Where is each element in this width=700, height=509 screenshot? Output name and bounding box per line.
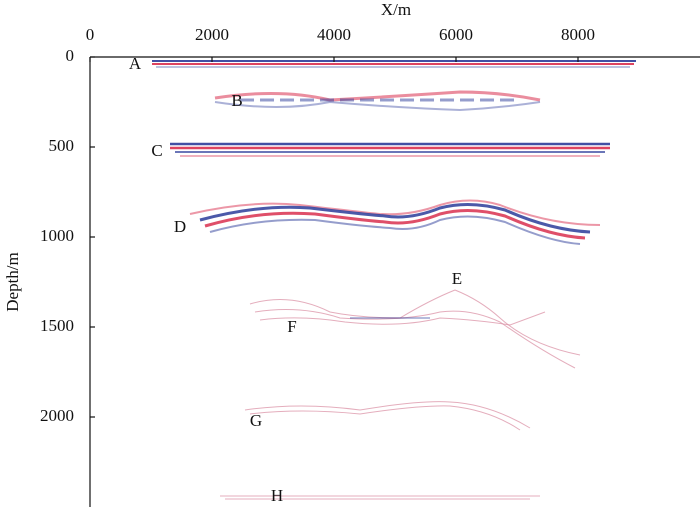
annotation: G [250,411,262,430]
x-tick-label: 8000 [561,25,595,44]
seismic-image [152,60,636,500]
y-tick-label: 2000 [40,406,74,425]
annotation: H [271,486,283,505]
annotation: A [129,54,142,73]
x-tick-label: 4000 [317,25,351,44]
x-axis-label: X/m [381,0,411,19]
annotation: C [151,141,162,160]
y-tick-label: 500 [49,136,75,155]
y-tick-label: 1500 [40,316,74,335]
annotation: F [287,317,296,336]
y-tick-label: 1000 [40,226,74,245]
annotation: D [174,217,186,236]
x-tick-label: 2000 [195,25,229,44]
y-axis-label: Depth/m [3,252,22,312]
x-tick-label: 6000 [439,25,473,44]
x-tick-label: 0 [86,25,95,44]
y-tick-label: 0 [66,46,75,65]
annotation: B [231,91,242,110]
annotation: E [452,269,462,288]
